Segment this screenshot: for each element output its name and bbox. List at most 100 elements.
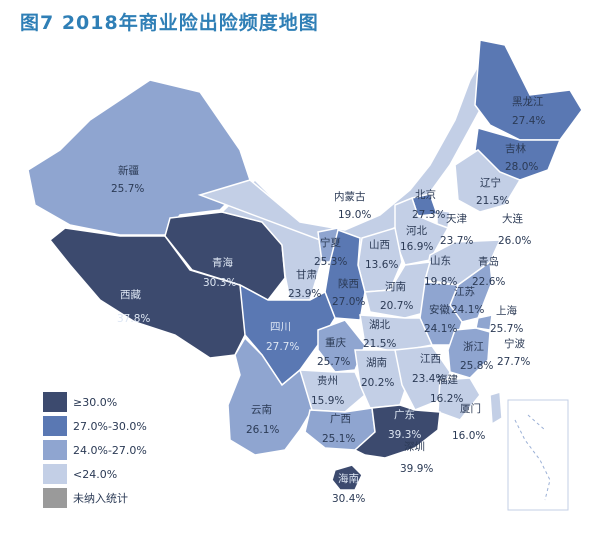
legend-swatch <box>43 440 67 460</box>
legend-label: ≥30.0% <box>73 395 118 409</box>
legend-swatch <box>43 392 67 412</box>
label-name: 河北 <box>406 225 427 237</box>
label-name: 宁夏 <box>320 236 341 249</box>
label-name: 甘肃 <box>296 268 317 281</box>
label-name: 上海 <box>496 304 517 317</box>
label-value: 22.6% <box>472 276 505 288</box>
legend-item: 24.0%-27.0% <box>43 439 147 461</box>
label-name: 大连 <box>502 212 523 225</box>
label-value: 30.4% <box>332 493 365 505</box>
label-name: 吉林 <box>505 142 526 155</box>
legend-label: 24.0%-27.0% <box>73 443 147 457</box>
region-yunnan <box>227 336 313 456</box>
region-guangdong <box>353 404 441 459</box>
label-name: 厦门 <box>460 402 481 415</box>
label-name: 内蒙古 <box>334 190 366 203</box>
label-name: 山西 <box>369 239 390 251</box>
legend-label: <24.0% <box>73 467 118 481</box>
region-shanghai <box>475 314 493 331</box>
label-name: 云南 <box>251 403 272 416</box>
label-name: 贵州 <box>317 374 338 387</box>
label-name: 浙江 <box>463 341 484 353</box>
label-value: 23.4% <box>412 373 445 385</box>
label-name: 深圳 <box>404 441 425 453</box>
region-xinjiang <box>27 79 251 236</box>
label-name: 江西 <box>420 353 441 365</box>
legend-item: <24.0% <box>43 463 147 485</box>
label-name: 广西 <box>330 413 351 425</box>
label-value: 27.0% <box>332 296 365 308</box>
label-value: 20.7% <box>380 300 413 312</box>
legend-label: 27.0%-30.0% <box>73 419 147 433</box>
legend-item: ≥30.0% <box>43 391 147 413</box>
map-labels: 新疆 25.7% 西藏 37.8% 青海 30.3% 甘肃 23.9% 宁夏 2… <box>111 95 545 505</box>
label-value: 16.0% <box>452 430 485 442</box>
region-heilongjiang <box>474 39 583 141</box>
region-henan <box>364 261 436 319</box>
label-name: 宁波 <box>504 337 525 350</box>
region-zhejiang <box>447 327 491 379</box>
label-value: 27.3% <box>412 209 445 221</box>
label-name: 湖南 <box>366 356 387 369</box>
label-value: 25.1% <box>322 433 355 445</box>
label-value: 19.8% <box>424 276 457 288</box>
label-name: 辽宁 <box>480 176 501 189</box>
label-name: 青海 <box>212 256 233 269</box>
label-value: 19.0% <box>338 209 371 221</box>
label-value: 39.3% <box>388 429 421 441</box>
legend-swatch <box>43 464 67 484</box>
label-name: 天津 <box>446 213 467 225</box>
region-fujian <box>437 377 481 421</box>
region-chongqing <box>317 319 366 373</box>
label-name: 新疆 <box>118 164 139 177</box>
label-value: 26.0% <box>498 235 531 247</box>
label-value: 21.5% <box>363 338 396 350</box>
label-name: 湖北 <box>369 319 390 331</box>
label-value: 21.5% <box>476 195 509 207</box>
label-name: 广东 <box>394 408 415 421</box>
region-taiwan <box>489 391 503 426</box>
label-name: 福建 <box>437 373 458 386</box>
label-value: 27.7% <box>497 356 530 368</box>
label-name: 陕西 <box>338 277 359 290</box>
label-name: 四川 <box>270 321 291 333</box>
label-value: 26.1% <box>246 424 279 436</box>
label-name: 河南 <box>385 280 406 293</box>
label-value: 16.2% <box>430 393 463 405</box>
label-name: 青岛 <box>478 255 499 268</box>
label-value: 27.4% <box>512 115 545 127</box>
label-value: 30.3% <box>203 277 236 289</box>
map-legend: ≥30.0% 27.0%-30.0% 24.0%-27.0% <24.0% 未纳… <box>43 391 147 511</box>
label-name: 江苏 <box>454 285 475 298</box>
label-value: 25.8% <box>460 360 493 372</box>
label-value: 37.8% <box>117 313 150 325</box>
label-value: 16.9% <box>400 241 433 253</box>
region-liaoning <box>454 149 522 213</box>
inset-dashes <box>514 414 551 501</box>
label-name: 海南 <box>338 472 359 485</box>
label-value: 24.1% <box>424 323 457 335</box>
legend-item: 27.0%-30.0% <box>43 415 147 437</box>
label-name: 山东 <box>430 254 451 267</box>
label-value: 25.7% <box>111 183 144 195</box>
label-value: 13.6% <box>365 259 398 271</box>
label-value: 23.9% <box>288 288 321 300</box>
label-value: 25.3% <box>314 256 347 268</box>
label-value: 27.7% <box>266 341 299 353</box>
region-hainan <box>331 464 363 491</box>
legend-label: 未纳入统计 <box>73 492 128 505</box>
legend-item: 未纳入统计 <box>43 487 147 509</box>
region-shaanxi <box>324 229 366 321</box>
label-value: 15.9% <box>311 395 344 407</box>
label-name: 安徽 <box>429 303 450 316</box>
label-value: 20.2% <box>361 377 394 389</box>
label-value: 25.7% <box>317 356 350 368</box>
label-name: 北京 <box>415 188 436 201</box>
label-value: 23.7% <box>440 235 473 247</box>
label-value: 25.7% <box>490 323 523 335</box>
label-value: 39.9% <box>400 463 433 475</box>
label-name: 重庆 <box>325 336 346 349</box>
label-value: 24.1% <box>451 304 484 316</box>
label-name: 黑龙江 <box>512 95 544 108</box>
